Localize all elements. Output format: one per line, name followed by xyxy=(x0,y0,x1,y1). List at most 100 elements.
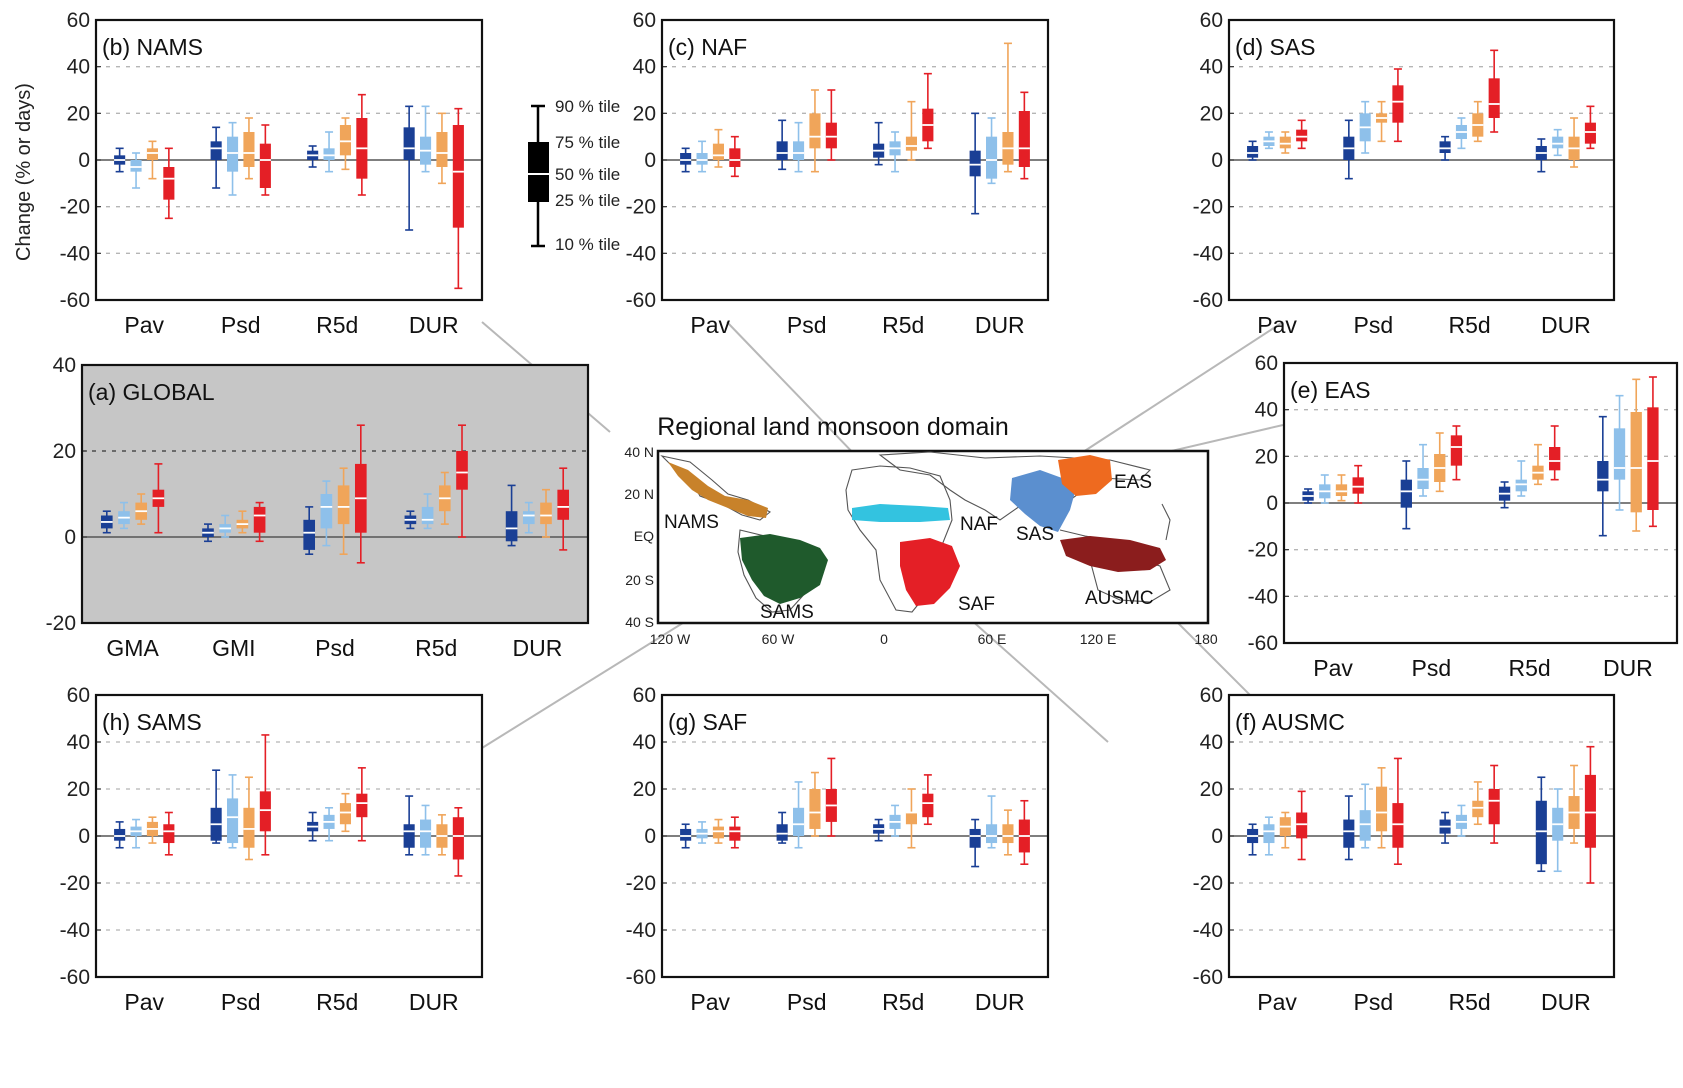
plot-frame xyxy=(1282,361,1679,645)
box-0-0 xyxy=(1247,823,1259,856)
panel-0: 60 40 20 0 -20 -40 -60 Pav Psd R5d DUR (b) NAMS xyxy=(60,9,484,338)
map-label-naf: NAF xyxy=(960,514,998,535)
y-tick-label: -60 xyxy=(60,966,90,989)
box-0-1 xyxy=(130,152,142,189)
y-tick-label: 40 xyxy=(1200,731,1223,754)
box-3-1 xyxy=(419,804,432,856)
box-1-0 xyxy=(1400,460,1412,530)
y-tick-label: -20 xyxy=(626,872,656,895)
box-2-1 xyxy=(323,131,335,173)
legend-label-10: 10 % tile xyxy=(555,235,620,254)
y-tick-label: 0 xyxy=(1211,149,1223,172)
y-tick-label: -40 xyxy=(60,242,90,265)
map-label-nams: NAMS xyxy=(664,512,719,533)
region-sams xyxy=(740,534,828,604)
box-iqr xyxy=(226,798,239,844)
box-iqr xyxy=(969,150,981,177)
category-label: R5d xyxy=(882,989,924,1015)
box-iqr xyxy=(226,136,239,172)
map-lon-tick: 60 E xyxy=(978,631,1007,647)
box-0-0 xyxy=(114,821,126,849)
map-label-saf: SAF xyxy=(958,594,995,615)
y-tick-label: -20 xyxy=(626,196,656,219)
box-iqr xyxy=(1439,141,1451,153)
panel-3: 40 20 0 -20 GMA GMI Psd R5d DUR (a) GLOBAL xyxy=(46,354,590,661)
panel-1: 60 40 20 0 -20 -40 -60 Pav Psd R5d DUR (c) NAF xyxy=(626,9,1050,338)
y-tick-label: 40 xyxy=(1255,399,1278,422)
y-tick-label: 40 xyxy=(67,731,90,754)
box-3-3 xyxy=(1647,376,1659,528)
box-0-3 xyxy=(1296,790,1308,861)
category-label: Pav xyxy=(124,312,164,338)
box-0-0 xyxy=(114,147,126,173)
box-iqr xyxy=(403,127,415,160)
box-1-0 xyxy=(202,523,214,543)
map-label-sas: SAS xyxy=(1016,524,1054,545)
y-tick-label: 0 xyxy=(1266,492,1278,515)
connector-saf xyxy=(959,609,1109,743)
box-1-0 xyxy=(1343,119,1355,180)
map-lon-tick: 0 xyxy=(880,631,888,647)
box-iqr xyxy=(729,148,741,167)
box-3-3 xyxy=(1584,745,1596,884)
regional-map: Regional land monsoon domain 40 N 20 N EQ 2… xyxy=(624,413,1217,647)
box-iqr xyxy=(146,148,159,160)
box-iqr xyxy=(522,511,535,525)
box-2-0 xyxy=(873,818,885,842)
box-2-1 xyxy=(1455,804,1467,837)
box-iqr xyxy=(1613,428,1626,480)
box-2-0 xyxy=(307,145,319,168)
y-tick-label: 60 xyxy=(1200,684,1223,707)
y-tick-label: -60 xyxy=(626,289,656,312)
y-tick-label: 20 xyxy=(53,440,76,463)
box-2-0 xyxy=(307,811,319,842)
legend-label-75: 75 % tile xyxy=(555,133,620,152)
box-2-1 xyxy=(1455,117,1467,150)
plot-frame xyxy=(80,363,590,625)
y-tick-label: 60 xyxy=(67,9,90,32)
category-label: Pav xyxy=(690,312,730,338)
box-iqr xyxy=(1018,111,1030,167)
box-1-0 xyxy=(210,769,222,844)
map-lon-tick: 120 W xyxy=(650,631,691,647)
box-2-3 xyxy=(1488,764,1500,844)
box-1-1 xyxy=(226,774,239,849)
box-iqr xyxy=(337,485,350,525)
region-ausmc xyxy=(1060,536,1166,572)
box-iqr xyxy=(1450,435,1463,466)
legend-label-50: 50 % tile xyxy=(555,165,620,184)
y-tick-label: 40 xyxy=(633,56,656,79)
y-tick-label: 40 xyxy=(1200,56,1223,79)
box-1-3 xyxy=(825,89,837,161)
box-iqr xyxy=(1279,136,1291,149)
category-label: DUR xyxy=(409,989,459,1015)
box-iqr xyxy=(905,136,918,151)
category-label: DUR xyxy=(1541,989,1591,1015)
box-iqr xyxy=(922,793,934,818)
box-1-3 xyxy=(825,757,837,837)
box-1-0 xyxy=(1343,795,1355,861)
y-tick-label: 60 xyxy=(633,9,656,32)
category-label: Pav xyxy=(1313,655,1353,681)
region-nams xyxy=(668,462,768,518)
y-tick-label: 0 xyxy=(644,149,656,172)
box-iqr xyxy=(210,141,222,160)
box-iqr xyxy=(436,132,448,167)
y-tick-label: 20 xyxy=(633,102,656,125)
box-1-1 xyxy=(1359,100,1371,154)
box-2-2 xyxy=(1472,781,1484,826)
box-3-2 xyxy=(1568,117,1580,168)
box-3-2 xyxy=(1630,378,1642,532)
y-tick-label: -60 xyxy=(60,289,90,312)
box-2-2 xyxy=(1532,443,1544,486)
box-1-2 xyxy=(809,771,821,837)
box-iqr xyxy=(259,143,271,188)
map-title: Regional land monsoon domain xyxy=(657,413,1009,441)
y-tick-label: 0 xyxy=(78,825,90,848)
y-tick-label: -40 xyxy=(626,919,656,942)
category-label: DUR xyxy=(975,989,1025,1015)
plot-frame xyxy=(1227,693,1616,979)
category-label: Psd xyxy=(1412,655,1452,681)
y-tick-label: 0 xyxy=(64,526,76,549)
